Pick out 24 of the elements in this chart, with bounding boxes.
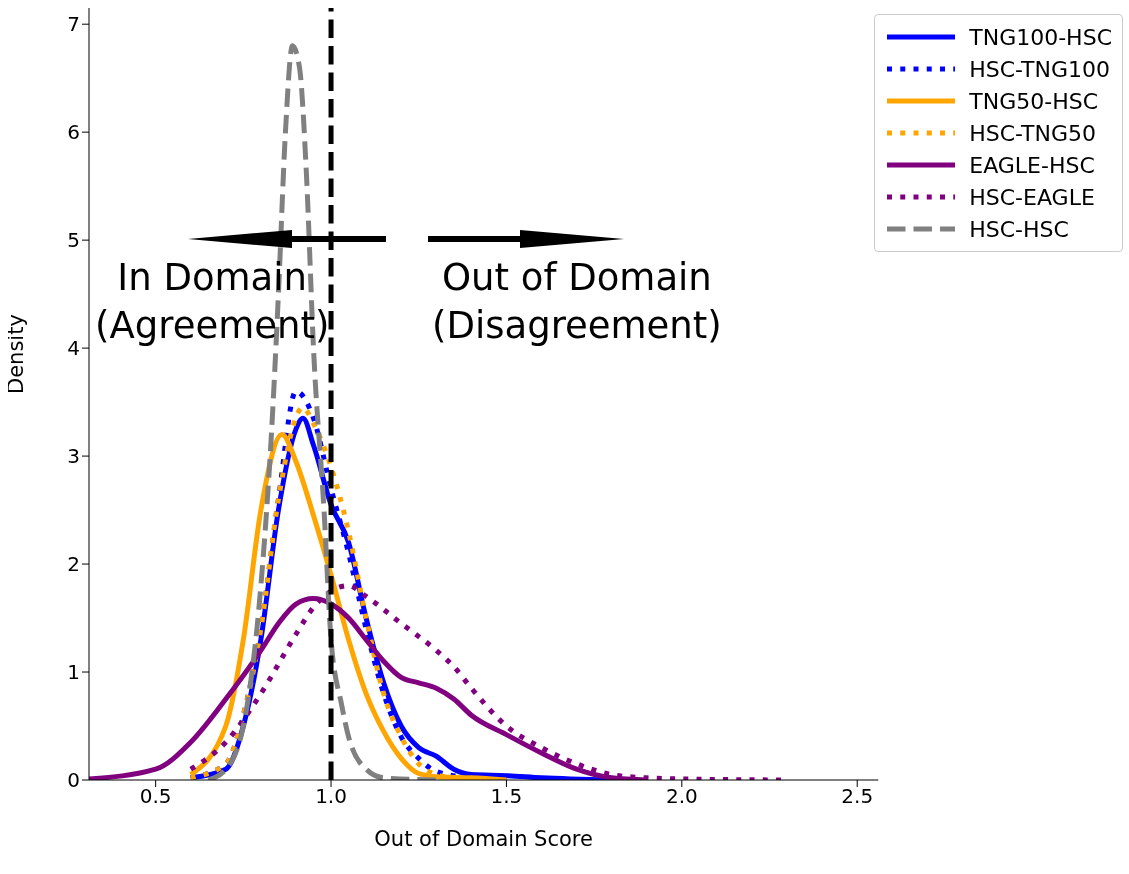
- y-tick-label: 6: [67, 120, 80, 145]
- y-tick-label: 0: [67, 768, 80, 793]
- legend-label: HSC-TNG50: [969, 120, 1096, 146]
- x-tick-label: 0.5: [139, 784, 172, 809]
- y-tick-label: 7: [67, 12, 80, 37]
- legend-label: HSC-HSC: [969, 216, 1069, 242]
- annotation: In Domain (Agreement): [95, 255, 330, 349]
- x-tick-label: 2.0: [665, 784, 698, 809]
- y-tick-label: 1: [67, 660, 80, 685]
- y-tick-label: 5: [67, 228, 80, 253]
- y-tick-label: 3: [67, 444, 80, 469]
- y-tick-label: 4: [67, 336, 80, 361]
- x-tick-label: 1.0: [315, 784, 347, 809]
- x-axis-title: Out of Domain Score: [374, 827, 593, 851]
- annotation: Out of Domain (Disagreement): [432, 255, 722, 349]
- legend-label: TNG100-HSC: [969, 24, 1112, 50]
- legend-label: HSC-TNG100: [969, 56, 1110, 82]
- y-tick-label: 2: [67, 552, 80, 577]
- x-tick-label: 2.5: [841, 784, 874, 809]
- y-axis-title: Density: [4, 314, 29, 394]
- legend-label: HSC-EAGLE: [969, 184, 1095, 210]
- legend-label: TNG50-HSC: [969, 88, 1098, 114]
- x-tick-label: 1.5: [490, 784, 523, 809]
- legend-label: EAGLE-HSC: [969, 152, 1095, 178]
